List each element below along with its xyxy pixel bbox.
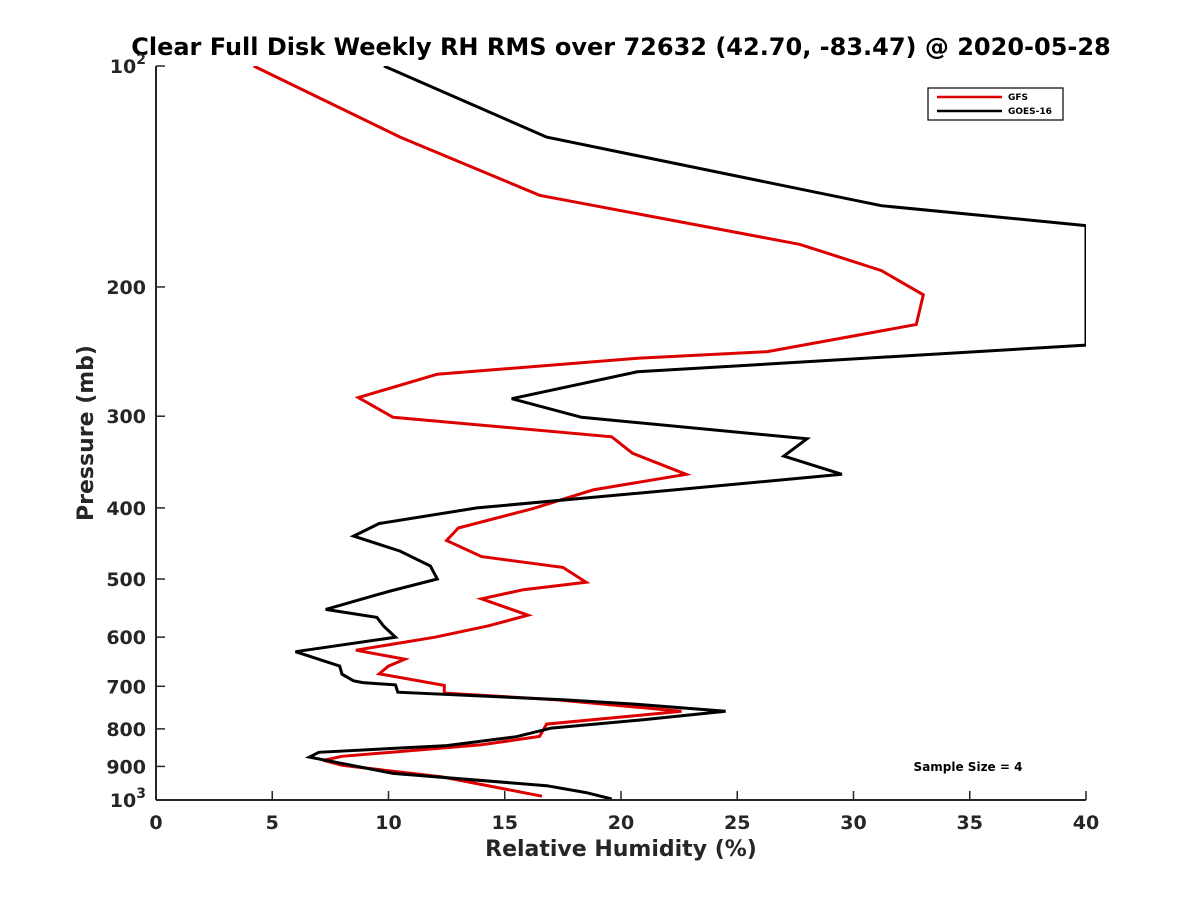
x-tick-label: 30 [840,812,866,834]
y-tick-label: 500 [106,569,146,591]
y-tick-label: 200 [106,277,146,299]
x-tick-label: 40 [1073,812,1099,834]
series-line-goes-16 [295,66,1086,800]
x-tick-label: 25 [724,812,750,834]
x-tick-label: 15 [492,812,518,834]
y-axis-label: Pressure (mb) [74,345,99,521]
chart-legend: GFS GOES-16 [927,87,1064,121]
x-tick-label: 35 [957,812,983,834]
x-tick-label: 10 [375,812,401,834]
x-axis-ticks: 0 5 10 15 20 25 30 35 40 [149,791,1099,834]
y-tick-label: 800 [106,719,146,741]
legend-box [927,87,1064,121]
x-tick-label: 20 [608,812,634,834]
legend-label-goes16: GOES-16 [1008,107,1052,117]
y-tick-label: 700 [106,676,146,698]
sample-size-annotation: Sample Size = 4 [914,760,1023,774]
y-tick-label: 102 [110,52,146,78]
x-tick-label: 0 [149,812,162,834]
y-axis-ticks: 102 200 300 400 500 600 700 800 900 103 [106,52,165,812]
y-tick-label: 600 [106,627,146,649]
y-tick-label: 103 [110,786,146,812]
legend-label-gfs: GFS [1008,93,1028,103]
y-tick-label: 400 [106,498,146,520]
y-tick-label: 900 [106,756,146,778]
series-line-gfs [253,66,926,798]
y-tick-label: 300 [106,406,146,428]
chart-title: Clear Full Disk Weekly RH RMS over 72632… [131,33,1111,61]
series-layer [253,66,1086,800]
x-tick-label: 5 [266,812,279,834]
x-axis-label: Relative Humidity (%) [485,837,757,862]
